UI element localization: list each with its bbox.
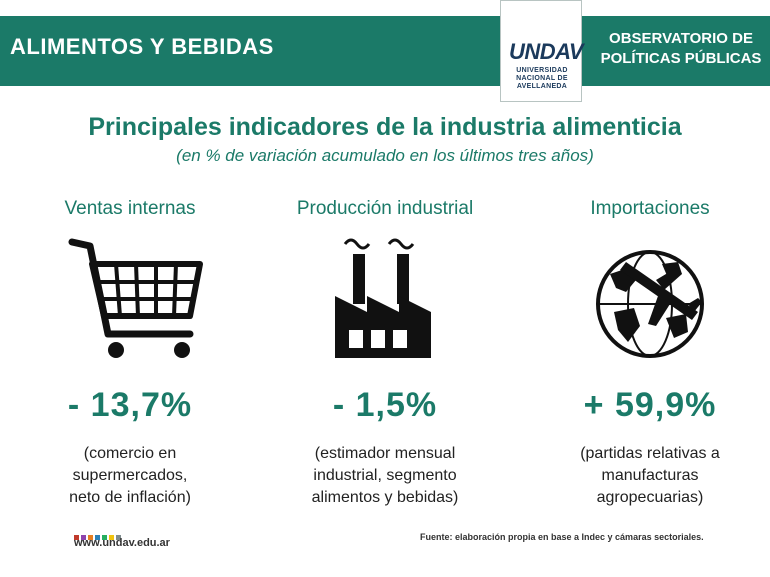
indicator-label: Producción industrial	[296, 198, 474, 219]
section-title: ALIMENTOS Y BEBIDAS	[10, 34, 274, 59]
logo-text-line: AVELLANEDA	[516, 83, 568, 90]
indicator-value: - 1,5%	[332, 386, 438, 424]
note-line: industrial, segmento	[313, 467, 457, 484]
indicator-label: Ventas internas	[64, 198, 196, 219]
note-line: agropecuarias)	[596, 489, 704, 506]
note-line: supermercados,	[72, 467, 188, 484]
indicator-note: (comercio en supermercados, neto de infl…	[10, 443, 250, 509]
source-note: Fuente: elaboración propia en base a Ind…	[420, 532, 704, 542]
note-line: manufacturas	[601, 467, 699, 484]
org-title: OBSERVATORIO DE POLÍTICAS PÚBLICAS	[596, 29, 766, 69]
note-line: (estimador mensual	[314, 445, 456, 462]
indicator-importaciones: Importaciones + 59,9% (partidas relativa…	[530, 198, 770, 509]
page-title: Principales indicadores de la industria …	[88, 113, 682, 141]
website-link[interactable]: www.undav.edu.ar	[74, 537, 170, 549]
indicator-produccion: Producción industrial - 1,5% (estimador …	[265, 198, 505, 509]
indicator-label: Importaciones	[590, 198, 710, 219]
note-line: alimentos y bebidas)	[311, 489, 459, 506]
note-line: (partidas relativas a	[580, 445, 720, 462]
indicator-note: (partidas relativas a manufacturas agrop…	[530, 443, 770, 509]
shopping-cart-icon	[10, 234, 250, 364]
logo-mark: UNDAV	[509, 39, 584, 64]
logo-text: UNIVERSIDAD NACIONAL DE AVELLANEDA	[505, 67, 579, 91]
indicator-value: - 13,7%	[67, 386, 193, 424]
undav-logo: UNDAV UNIVERSIDAD NACIONAL DE AVELLANEDA	[500, 0, 584, 102]
factory-icon	[265, 234, 505, 364]
globe-airplane-icon	[530, 234, 770, 364]
indicator-note: (estimador mensual industrial, segmento …	[265, 443, 505, 509]
note-line: neto de inflación)	[69, 489, 191, 506]
header-band	[0, 16, 770, 86]
logo-text-line: NACIONAL DE	[516, 75, 568, 82]
logo-text-line: UNIVERSIDAD	[516, 67, 568, 74]
color-dots	[74, 527, 123, 545]
indicator-ventas: Ventas internas - 13,7% (comercio en sup…	[10, 198, 250, 509]
page-subtitle: (en % de variación acumulado en los últi…	[176, 146, 594, 165]
org-title-line: POLÍTICAS PÚBLICAS	[600, 50, 762, 67]
note-line: (comercio en	[83, 445, 177, 462]
org-title-line: OBSERVATORIO DE	[609, 30, 753, 47]
indicator-value: + 59,9%	[583, 386, 717, 424]
